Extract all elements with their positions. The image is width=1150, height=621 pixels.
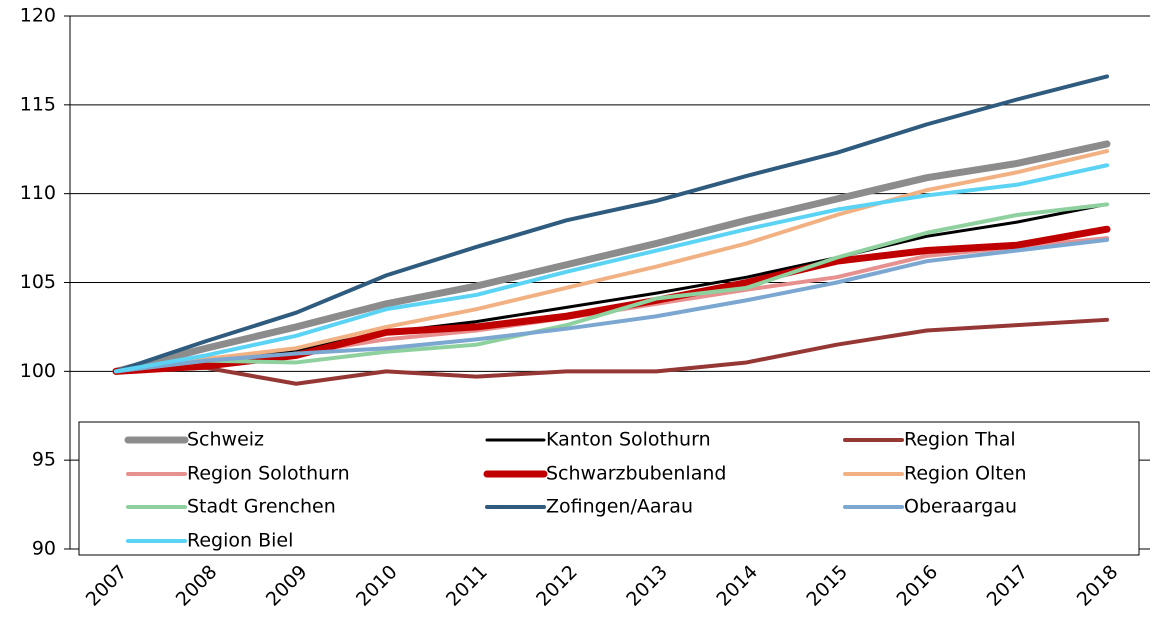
series-line bbox=[112, 225, 1111, 375]
legend-label: Schwarzbubenland bbox=[546, 463, 726, 485]
legend-label: Region Olten bbox=[904, 463, 1027, 485]
series-line bbox=[114, 202, 1109, 373]
series-line bbox=[112, 140, 1111, 375]
series-line bbox=[114, 149, 1109, 374]
x-tick-label: 2008 bbox=[172, 561, 222, 611]
x-tick-label: 2016 bbox=[892, 561, 942, 611]
y-tick-label: 110 bbox=[20, 182, 56, 204]
legend-label: Stadt Grenchen bbox=[187, 496, 336, 518]
y-tick-label: 90 bbox=[32, 538, 56, 560]
x-tick-label: 2018 bbox=[1073, 561, 1123, 611]
legend-label: Oberaargau bbox=[904, 496, 1017, 518]
y-tick-label: 100 bbox=[20, 360, 56, 382]
legend-label: Region Thal bbox=[904, 429, 1016, 451]
x-tick-label: 2015 bbox=[802, 561, 852, 611]
series-line bbox=[114, 237, 1109, 374]
legend-box bbox=[78, 421, 1140, 556]
legend-label: Schweiz bbox=[187, 429, 264, 451]
legend-label: Region Solothurn bbox=[187, 463, 350, 485]
x-tick-label: 2012 bbox=[532, 561, 582, 611]
x-tick-label: 2011 bbox=[442, 561, 492, 611]
legend: Schweiz Kanton Solothurn Region Thal Region… bbox=[78, 421, 1140, 556]
x-tick-label: 2013 bbox=[622, 561, 672, 611]
y-tick-label: 105 bbox=[20, 271, 56, 293]
series-line bbox=[114, 163, 1109, 374]
legend-label: Region Biel bbox=[187, 530, 293, 552]
x-tick-label: 2007 bbox=[82, 561, 132, 611]
x-tick-label: 2010 bbox=[352, 561, 402, 611]
x-tick-label: 2009 bbox=[262, 561, 312, 611]
x-tick-label: 2014 bbox=[712, 561, 762, 611]
y-tick-label: 120 bbox=[20, 5, 56, 27]
legend-label: Zofingen/Aarau bbox=[546, 496, 693, 518]
legend-label: Kanton Solothurn bbox=[546, 429, 711, 451]
series-line bbox=[114, 202, 1109, 374]
x-tick-label: 2017 bbox=[983, 561, 1033, 611]
y-tick-label: 115 bbox=[20, 93, 56, 115]
series-line bbox=[114, 74, 1109, 374]
y-tick-label: 95 bbox=[32, 449, 56, 471]
series-line bbox=[114, 317, 1109, 386]
